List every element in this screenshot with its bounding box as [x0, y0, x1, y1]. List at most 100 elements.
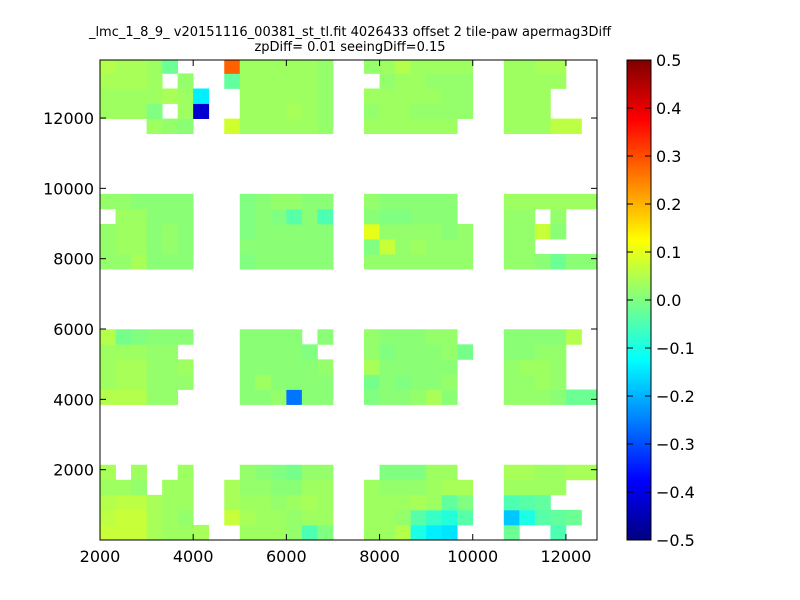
heatmap-cell — [286, 464, 303, 481]
heatmap-cell — [565, 464, 582, 481]
heatmap-cell — [193, 88, 210, 104]
heatmap-cell — [379, 103, 396, 119]
heatmap-cell — [519, 238, 536, 255]
heatmap-cell — [441, 254, 458, 270]
heatmap-cell — [550, 193, 567, 210]
heatmap-cell — [395, 118, 412, 135]
heatmap-cell — [255, 509, 272, 526]
heatmap-cell — [115, 524, 132, 540]
heatmap-cell — [255, 479, 272, 496]
heatmap-cell — [379, 73, 396, 89]
heatmap-cell — [426, 238, 443, 255]
heatmap-cell — [255, 254, 272, 270]
heatmap-cell — [395, 60, 412, 74]
heatmap-cell — [550, 374, 567, 390]
heatmap-cell — [162, 479, 179, 496]
heatmap-cell — [441, 208, 458, 225]
heatmap-cell — [410, 464, 427, 481]
heatmap-cell — [550, 389, 567, 405]
heatmap-cell — [364, 344, 380, 360]
heatmap-cell — [177, 223, 194, 240]
heatmap-cell — [115, 509, 132, 526]
heatmap-cell — [565, 254, 582, 270]
heatmap-cell — [131, 193, 147, 210]
heatmap-cell — [301, 118, 318, 135]
heatmap-cell — [457, 223, 474, 240]
heatmap-cell — [457, 344, 474, 360]
heatmap-cell — [426, 118, 443, 135]
heatmap-cell — [519, 118, 536, 135]
heatmap-cell — [441, 329, 458, 345]
heatmap-cell — [519, 389, 536, 405]
heatmap-cell — [426, 223, 443, 240]
heatmap-cell — [395, 509, 412, 526]
heatmap-cell — [255, 118, 272, 135]
heatmap-cell — [115, 389, 132, 405]
heatmap-cell — [534, 88, 551, 104]
heatmap-cell — [379, 329, 396, 345]
heatmap-cell — [519, 254, 536, 270]
heatmap-cell — [395, 524, 412, 540]
heatmap-cell — [100, 509, 116, 526]
heatmap-cell — [534, 389, 551, 405]
heatmap-cell — [503, 494, 520, 511]
heatmap-cell — [441, 88, 458, 104]
heatmap-cell — [519, 60, 536, 74]
heatmap-cell — [177, 238, 194, 255]
heatmap-cell — [162, 88, 179, 104]
heatmap-cell — [519, 344, 536, 360]
heatmap-cell — [410, 60, 427, 74]
heatmap-cell — [286, 118, 303, 135]
heatmap-cell — [100, 223, 116, 240]
heatmap-cell — [441, 118, 458, 135]
heatmap-cell — [395, 389, 412, 405]
heatmap-cell — [519, 223, 536, 240]
heatmap-cell — [162, 524, 179, 540]
heatmap-cell — [286, 238, 303, 255]
heatmap-cell — [317, 73, 334, 89]
heatmap-cell — [224, 479, 241, 496]
heatmap-cell — [364, 479, 380, 496]
heatmap-cell — [115, 223, 132, 240]
heatmap-cell — [177, 374, 194, 390]
heatmap-cell — [426, 329, 443, 345]
heatmap-cell — [146, 389, 163, 405]
heatmap-cell — [379, 359, 396, 375]
heatmap-cell — [457, 494, 474, 511]
heatmap-cell — [239, 60, 256, 74]
heatmap-cell — [317, 374, 334, 390]
heatmap-cell — [364, 329, 380, 345]
heatmap-cell — [146, 374, 163, 390]
heatmap-cell — [239, 238, 256, 255]
heatmap-cell — [379, 509, 396, 526]
heatmap-cell — [317, 389, 334, 405]
heatmap-cell — [317, 238, 334, 255]
heatmap-cell — [519, 509, 536, 526]
heatmap-cell — [426, 60, 443, 74]
heatmap-cell — [239, 88, 256, 104]
heatmap-cell — [410, 238, 427, 255]
heatmap-cell — [317, 359, 334, 375]
colorbar-ticks: 0.5 0.4 0.3 0.2 0.1 0.0 −0.1 −0.2 −0.3 −0.4 −0.5 — [627, 51, 695, 550]
heatmap-cell — [100, 359, 116, 375]
x-tick-label: 12000 — [540, 547, 591, 566]
heatmap-cell — [177, 464, 194, 481]
heatmap-cell — [503, 344, 520, 360]
heatmap-cell — [503, 524, 520, 540]
heatmap-cell — [270, 73, 287, 89]
heatmap-cell — [146, 118, 163, 135]
heatmap-cell — [519, 208, 536, 225]
heatmap-cell — [131, 509, 147, 526]
heatmap-cell — [131, 73, 147, 89]
heatmap-cell — [503, 208, 520, 225]
heatmap-cell — [550, 329, 567, 345]
heatmap-cell — [177, 208, 194, 225]
heatmap-cell — [162, 254, 179, 270]
heatmap-cell — [177, 193, 194, 210]
heatmap-cell — [286, 479, 303, 496]
heatmap-cell — [503, 329, 520, 345]
heatmap-cell — [441, 464, 458, 481]
heatmap-cell — [565, 329, 582, 345]
colorbar-tick-label: 0.1 — [656, 243, 681, 262]
heatmap-cell — [395, 374, 412, 390]
